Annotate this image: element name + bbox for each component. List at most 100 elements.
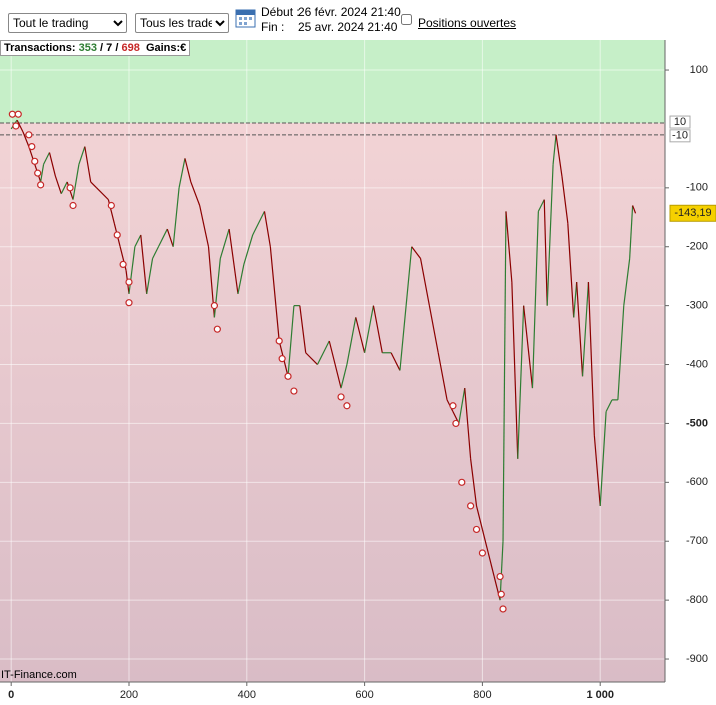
calendar-icon[interactable] (235, 7, 257, 29)
threshold-badge (669, 129, 691, 143)
period-select[interactable]: Tout le trading (8, 13, 127, 33)
equity-segment (287, 305, 295, 377)
equity-segment (243, 234, 254, 265)
start-date: 26 févr. 2024 21:40 (298, 5, 401, 19)
equity-segment (172, 187, 180, 247)
equity-segment (523, 305, 534, 389)
equity-segment (90, 181, 98, 189)
equity-segment (505, 211, 513, 283)
end-date: 25 avr. 2024 21:40 (298, 20, 398, 34)
equity-segment (140, 234, 148, 294)
loss-marker (496, 572, 504, 581)
loss-marker (284, 372, 292, 380)
open-positions-checkbox[interactable] (401, 14, 412, 25)
equity-segment (16, 119, 24, 133)
loss-marker (8, 110, 16, 118)
equity-segment (190, 181, 201, 206)
equity-segment (237, 264, 245, 294)
x-tick-label: 200 (120, 689, 138, 701)
equity-segment (346, 317, 357, 365)
open-positions-label[interactable]: Positions ouvertes (418, 16, 517, 30)
loss-marker (472, 525, 481, 534)
equity-segment (43, 152, 51, 165)
loss-marker (69, 201, 77, 210)
loss-zone (0, 123, 665, 682)
equity-segment (134, 234, 142, 248)
equity-segment (54, 175, 62, 194)
last-value-label: -143,19 (674, 207, 711, 219)
equity-segment (593, 435, 601, 506)
last-value-badge (669, 204, 716, 222)
equity-segment (587, 282, 595, 436)
trades-select[interactable]: Tous les trades (135, 13, 229, 33)
loss-marker (210, 302, 219, 310)
equity-segment (72, 164, 80, 200)
loss-marker (499, 605, 507, 613)
equity-segment (537, 199, 545, 212)
equity-segment (228, 228, 239, 294)
plot-area (0, 40, 665, 682)
loss-marker (290, 387, 298, 395)
equity-segment (632, 205, 637, 214)
neutral-count: 7 (106, 42, 113, 54)
start-label: Début : (261, 5, 300, 19)
equity-segment (411, 246, 422, 259)
equity-segment (511, 282, 519, 459)
loss-marker (107, 201, 115, 210)
loss-marker (34, 169, 42, 177)
threshold-badge (669, 115, 691, 129)
loss-marker (119, 260, 127, 269)
y-tick-label: -200 (686, 241, 708, 253)
equity-segment (399, 246, 413, 371)
equity-segment (576, 282, 584, 377)
loss-marker (458, 478, 466, 486)
equity-segment (581, 282, 590, 377)
separator: / (115, 42, 119, 54)
loss-marker (452, 419, 460, 428)
threshold-label: -10 (672, 130, 688, 142)
equity-segment (428, 305, 439, 353)
equity-segment (390, 352, 401, 371)
y-tick-label: 100 (690, 64, 708, 76)
equity-segment (78, 146, 86, 165)
y-tick-label: -800 (686, 594, 708, 606)
equity-segment (623, 258, 631, 306)
equity-segment (458, 387, 466, 424)
equity-segment (340, 364, 348, 389)
threshold-label: 10 (674, 116, 686, 128)
y-tick-label: -900 (686, 653, 708, 665)
y-tick-label: -600 (686, 476, 708, 488)
loss-marker (25, 131, 33, 139)
summary-box: Transactions: 353 / 7 / 698 Gains:€ (0, 40, 191, 56)
equity-segment (561, 175, 569, 224)
equity-segment (263, 211, 271, 247)
loss-marker (28, 143, 36, 151)
x-tick-label: 800 (473, 689, 491, 701)
total-count: 353 (78, 42, 97, 54)
equity-segment (152, 246, 159, 259)
x-tick-label: 600 (355, 689, 373, 701)
loss-marker (113, 231, 121, 239)
y-tick-label: -700 (686, 535, 708, 547)
equity-segment (605, 399, 613, 412)
equity-segment (219, 228, 230, 259)
loss-marker (31, 157, 39, 165)
x-tick-label: 0 (8, 689, 14, 701)
equity-segment (567, 223, 575, 318)
separator: / (100, 42, 104, 54)
loss-marker (497, 590, 505, 598)
equity-segment (299, 305, 307, 353)
loss-marker (343, 402, 351, 410)
loss-marker (337, 393, 345, 401)
equity-segment (269, 246, 280, 342)
equity-segment (531, 211, 539, 389)
equity-segment (543, 199, 548, 306)
end-label: Fin : (261, 20, 285, 34)
equity-segment (166, 228, 174, 247)
y-tick-label: -400 (686, 358, 708, 370)
equity-segment (487, 552, 495, 577)
gains-label: Gains: (145, 42, 181, 54)
y-tick-label: -500 (686, 417, 708, 429)
